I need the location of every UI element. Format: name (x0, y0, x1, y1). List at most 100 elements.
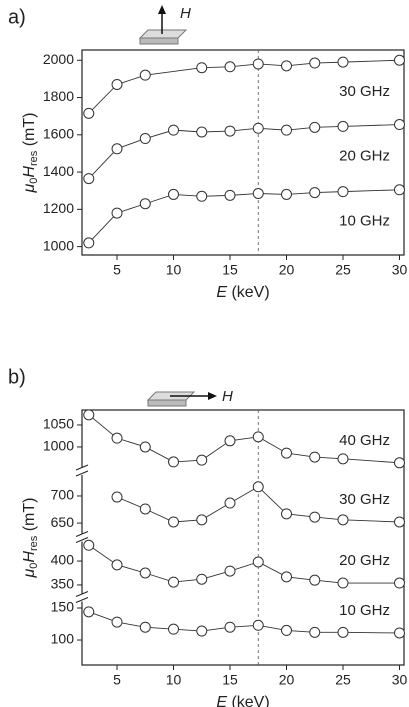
field-label: H (222, 388, 233, 405)
data-point (252, 619, 264, 631)
data-point (224, 565, 236, 577)
data-point (139, 69, 151, 81)
data-point (139, 567, 151, 579)
data-point (139, 441, 151, 453)
data-point (280, 124, 292, 136)
data-point (280, 571, 292, 583)
data-point (224, 189, 236, 201)
data-point (252, 431, 264, 443)
series-line (88, 59, 400, 114)
series-label: 20 GHz (339, 552, 390, 569)
x-tick-label: 20 (279, 672, 295, 688)
y-label-part: 0 (28, 563, 40, 569)
data-point (111, 78, 123, 90)
series-label: 10 GHz (339, 602, 390, 619)
data-point (224, 61, 236, 73)
y-label-part: (mT) (21, 498, 38, 536)
data-point (83, 237, 95, 249)
data-point (280, 447, 292, 459)
data-point (111, 143, 123, 155)
y-label-part: H (21, 551, 38, 563)
data-point (224, 497, 236, 509)
data-point (168, 124, 180, 136)
data-point (337, 120, 349, 132)
x-label-part: E (216, 284, 227, 301)
plot-frame (81, 49, 405, 256)
y-tick-label: 1000 (43, 438, 74, 454)
data-point (309, 121, 321, 133)
axis-break (75, 537, 89, 543)
axis-break (75, 591, 89, 597)
data-point (280, 188, 292, 200)
data-point (252, 122, 264, 134)
data-point (280, 624, 292, 636)
x-tick-label: 15 (222, 262, 238, 278)
y-tick-label: 650 (51, 514, 75, 530)
field-label: H (180, 5, 191, 22)
x-label-part: (keV) (227, 694, 270, 707)
x-axis-label: E (keV) (216, 284, 269, 301)
data-point (196, 573, 208, 585)
y-tick-label: 350 (51, 576, 75, 592)
series-label: 30 GHz (339, 83, 390, 100)
data-point (393, 119, 405, 131)
axis-break (75, 597, 89, 603)
y-label-part: μ (21, 568, 38, 578)
data-point (196, 62, 208, 74)
axis-break-gap (78, 467, 86, 475)
x-tick-label: 5 (113, 262, 121, 278)
series-label: 30 GHz (339, 491, 390, 508)
data-point (309, 511, 321, 523)
data-point (196, 625, 208, 637)
data-point (393, 627, 405, 639)
y-tick-label: 100 (51, 631, 75, 647)
data-point (168, 576, 180, 588)
x-tick-label: 30 (392, 262, 408, 278)
axis-break (75, 531, 89, 537)
data-point (393, 577, 405, 589)
x-tick-label: 30 (392, 672, 408, 688)
axis-break (75, 464, 89, 471)
sample-icon-b (146, 391, 217, 407)
x-tick-label: 20 (279, 262, 295, 278)
data-point (139, 133, 151, 145)
data-point (111, 491, 123, 503)
y-tick-label: 1200 (43, 200, 74, 216)
data-point (337, 626, 349, 638)
data-point (83, 606, 95, 618)
x-tick-label: 5 (113, 672, 121, 688)
x-tick-label: 10 (166, 262, 182, 278)
data-point (224, 621, 236, 633)
y-tick-label: 150 (51, 599, 75, 615)
data-point (139, 198, 151, 210)
data-point (337, 577, 349, 589)
y-tick-label: 700 (51, 487, 75, 503)
data-point (224, 125, 236, 137)
data-point (196, 190, 208, 202)
data-point (393, 54, 405, 66)
y-label-part: H (21, 166, 38, 178)
series-label: 10 GHz (339, 213, 390, 230)
y-tick-label: 1050 (43, 416, 74, 432)
data-point (168, 188, 180, 200)
y-axis-label: μ0Hres (mT) (21, 498, 40, 579)
data-point (309, 626, 321, 638)
sample-icon-a (138, 5, 188, 45)
data-point (280, 508, 292, 520)
data-point (224, 435, 236, 447)
data-point (309, 574, 321, 586)
data-point (111, 616, 123, 628)
y-tick-label: 400 (51, 552, 75, 568)
data-point (83, 107, 95, 119)
y-tick-label: 1800 (43, 88, 74, 104)
x-tick-label: 25 (335, 672, 351, 688)
data-point (139, 503, 151, 515)
data-point (111, 559, 123, 571)
data-point (337, 56, 349, 68)
series-label: 20 GHz (339, 148, 390, 165)
y-tick-label: 1000 (43, 237, 74, 253)
data-point (196, 514, 208, 526)
x-label-part: (keV) (227, 284, 270, 301)
data-point (252, 58, 264, 70)
